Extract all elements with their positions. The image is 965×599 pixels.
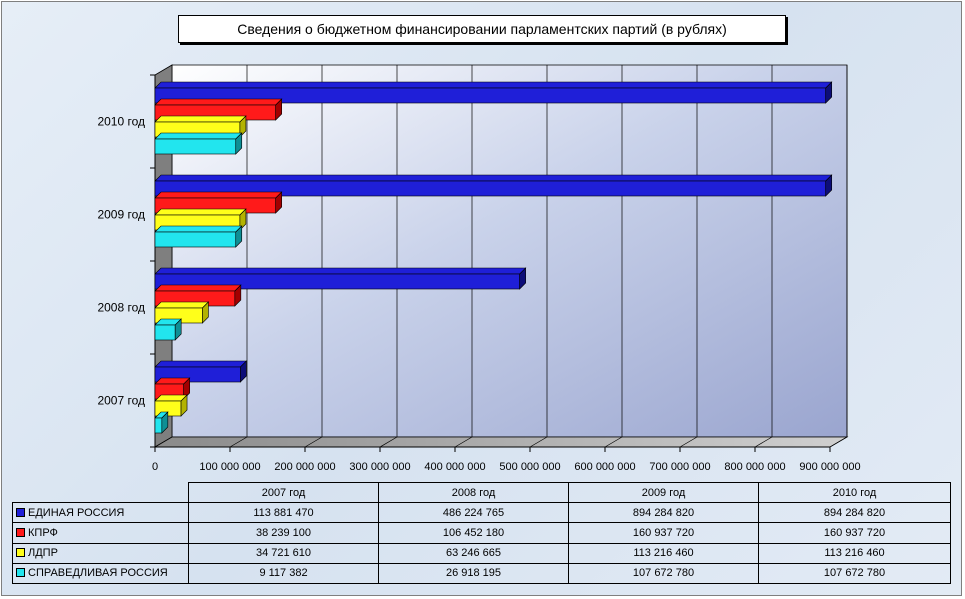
bar-top-face (154, 301, 210, 309)
bar-end-face (174, 318, 182, 341)
x-tick-label: 100 000 000 (199, 461, 260, 473)
table-cell: 26 918 195 (378, 562, 569, 585)
x-tick-label: 900 000 000 (799, 461, 860, 473)
y-category-label: 2007 год (97, 394, 145, 408)
plot-floor (153, 436, 849, 448)
legend-cell: ЕДИНАЯ РОССИЯ (12, 501, 189, 524)
x-tick-label: 300 000 000 (349, 461, 410, 473)
bar-top-face (154, 360, 248, 368)
table-cell: 160 937 720 (568, 522, 759, 544)
column-header: 2007 год (188, 482, 379, 503)
legend-cell: ЛДПР (12, 542, 189, 564)
x-tick-label: 500 000 000 (499, 461, 560, 473)
y-category-label: 2010 год (97, 115, 145, 129)
table-cell: 107 672 780 (758, 562, 951, 585)
table-cell: 113 216 460 (568, 542, 759, 564)
table-cell: 9 117 382 (188, 562, 379, 585)
gridline-floor (754, 436, 773, 448)
series-label: СПРАВЕДЛИВАЯ РОССИЯ (28, 567, 168, 580)
y-category-label: 2009 год (97, 208, 145, 222)
series-label: ЛДПР (28, 547, 58, 560)
bar-end-face (234, 284, 242, 307)
table-cell: 894 284 820 (758, 501, 951, 524)
bar-end-face (239, 208, 247, 231)
table-cell: 894 284 820 (568, 501, 759, 524)
bar-end-face (275, 98, 283, 121)
legend-cell: КПРФ (12, 522, 189, 544)
bar (154, 138, 237, 155)
bar-end-face (825, 174, 833, 197)
gridline-floor (304, 436, 323, 448)
x-tick-label: 200 000 000 (274, 461, 335, 473)
column-header: 2008 год (378, 482, 569, 503)
bar-end-face (180, 394, 188, 417)
bar-end-face (519, 267, 526, 290)
bar-top-face (154, 208, 247, 216)
gridline-floor (379, 436, 398, 448)
series-label: ЕДИНАЯ РОССИЯ (28, 506, 125, 519)
table-cell: 160 937 720 (758, 522, 951, 544)
bar-end-face (235, 132, 243, 155)
gridline-floor (454, 436, 473, 448)
table-row: КПРФ 38 239 100 106 452 180 160 937 720 … (12, 522, 951, 544)
x-tick-label: 800 000 000 (724, 461, 785, 473)
plot-back-wall (171, 64, 848, 438)
x-tick-label: 0 (152, 461, 158, 473)
bar-chart: 0 100 000 000 200 000 000 300 000 000 400 00… (97, 64, 861, 473)
column-header: 2010 год (758, 482, 951, 503)
bar-end-face (235, 225, 243, 248)
bar-end-face (161, 411, 169, 434)
bar-end-face (275, 191, 283, 214)
bar-top-face (154, 132, 243, 140)
gridline-floor (529, 436, 548, 448)
table-cell: 107 672 780 (568, 562, 759, 585)
bar-top-face (154, 225, 243, 233)
table-row: СПРАВЕДЛИВАЯ РОССИЯ 9 117 382 26 918 195… (12, 562, 951, 585)
x-tick-label: 400 000 000 (424, 461, 485, 473)
bar-top-face (154, 267, 527, 275)
bar (154, 231, 237, 248)
column-header: 2009 год (568, 482, 759, 503)
legend-cell: СПРАВЕДЛИВАЯ РОССИЯ (12, 562, 189, 585)
legend-key-spravedlivaya-rossiya (16, 568, 25, 578)
bar-end-face (239, 115, 247, 138)
table-cell: 34 721 610 (188, 542, 379, 564)
bar (154, 324, 176, 341)
table-header-row: 2007 год 2008 год 2009 год 2010 год (12, 482, 951, 503)
gridline-floor (679, 436, 698, 448)
bar-end-face (183, 377, 190, 400)
bar-top-face (154, 115, 247, 123)
bar-end-face (825, 81, 833, 104)
legend-key-kprf (16, 527, 25, 537)
table-cell: 106 452 180 (378, 522, 569, 544)
bar-top-face (154, 98, 283, 106)
gridline-floor (829, 436, 848, 448)
table-cell: 113 216 460 (758, 542, 951, 564)
table-cell: 113 881 470 (188, 501, 379, 524)
legend-key-edinaya-rossiya (16, 507, 25, 517)
x-tick-label: 700 000 000 (649, 461, 710, 473)
chart-title: Сведения о бюджетном финансировании парл… (178, 15, 786, 43)
table-row: ЕДИНАЯ РОССИЯ 113 881 470 486 224 765 89… (12, 501, 951, 524)
bar (154, 417, 163, 434)
gridline-floor (229, 436, 248, 448)
bar-top-face (154, 191, 283, 199)
table-cell: 38 239 100 (188, 522, 379, 544)
bar-top-face (154, 174, 833, 182)
table-cell: 486 224 765 (378, 501, 569, 524)
table-row: ЛДПР 34 721 610 63 246 665 113 216 460 1… (12, 542, 951, 564)
data-table: 2007 год 2008 год 2009 год 2010 год ЕДИН… (12, 482, 951, 585)
y-category-label: 2008 год (97, 301, 145, 315)
bar-top-face (154, 284, 242, 292)
series-label: КПРФ (28, 526, 58, 539)
bar-end-face (240, 360, 247, 383)
legend-key-ldpr (16, 548, 25, 558)
gridline-floor (604, 436, 623, 448)
bar-top-face (154, 81, 833, 89)
table-corner (12, 482, 189, 503)
table-cell: 63 246 665 (378, 542, 569, 564)
x-tick-label: 600 000 000 (574, 461, 635, 473)
bar-end-face (202, 301, 209, 324)
